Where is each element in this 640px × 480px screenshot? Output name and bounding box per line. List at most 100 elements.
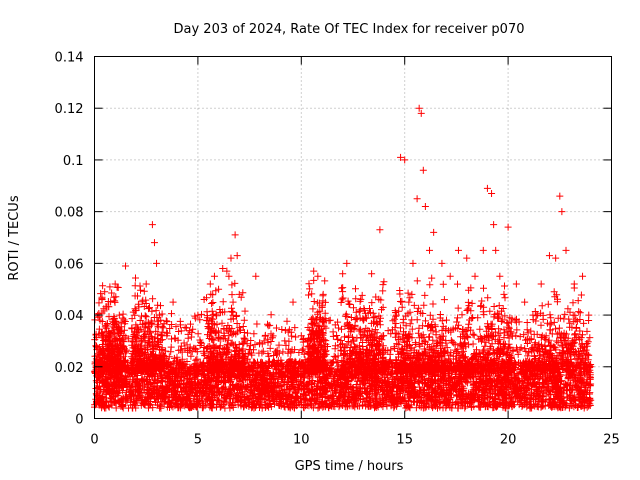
data-point [163, 332, 171, 340]
x-tick-label: 15 [396, 433, 413, 448]
data-point [335, 324, 343, 332]
data-point [413, 195, 421, 203]
data-point [446, 272, 454, 280]
data-point [101, 363, 109, 371]
data-point [107, 352, 115, 360]
chart-title: Day 203 of 2024, Rate Of TEC Index for r… [174, 22, 525, 37]
data-point [421, 202, 429, 210]
background-noise-band [91, 274, 595, 412]
data-point [219, 265, 227, 273]
data-point [419, 166, 427, 174]
x-tick-label: 25 [603, 433, 620, 448]
data-point [401, 156, 409, 164]
data-point [351, 321, 359, 329]
data-point [260, 337, 268, 345]
data-point [409, 259, 417, 267]
data-point [194, 311, 202, 319]
data-point [136, 337, 144, 345]
data-point [430, 228, 438, 236]
data-point [500, 290, 508, 298]
data-point [579, 272, 587, 280]
data-point [306, 342, 314, 350]
data-point [215, 285, 223, 293]
data-point [343, 259, 351, 267]
data-point [562, 246, 570, 254]
x-axis-label: GPS time / hours [295, 459, 404, 474]
data-point [281, 337, 289, 345]
data-point [339, 270, 347, 278]
data-point [545, 252, 553, 260]
data-point [521, 298, 529, 306]
data-point [148, 221, 156, 229]
data-point [186, 327, 194, 335]
data-point [153, 259, 161, 267]
data-point [496, 272, 504, 280]
data-point [297, 332, 305, 340]
data-point [483, 184, 491, 192]
x-tick-label: 10 [293, 433, 310, 448]
data-point [177, 342, 185, 350]
data-point [225, 272, 233, 280]
data-point [169, 298, 177, 306]
data-point [223, 267, 231, 275]
plot-frame [94, 56, 612, 419]
data-point [318, 303, 326, 311]
data-point [244, 329, 252, 337]
noise-markers [91, 306, 595, 412]
data-point [529, 311, 537, 319]
data-point [463, 254, 471, 262]
data-point [227, 254, 235, 262]
data-point [376, 226, 384, 234]
data-point [490, 221, 498, 229]
data-point [397, 153, 405, 161]
data-point [417, 109, 425, 117]
data-point [438, 259, 446, 267]
data-point [111, 280, 119, 288]
data-point [200, 296, 208, 304]
data-point [326, 316, 334, 324]
data-point [570, 280, 578, 288]
data-point [384, 327, 392, 335]
data-point [454, 246, 462, 254]
data-point [415, 104, 423, 112]
data-point [233, 252, 241, 260]
data-point [231, 231, 239, 239]
data-point [488, 190, 496, 198]
data-point [471, 272, 479, 280]
data-point [314, 272, 322, 280]
axis-ticks: 0 0.02 0.04 0.06 0.08 0.1 0.12 0.14 0 5 10 15 20 25 [55, 51, 620, 448]
data-point [504, 223, 512, 231]
data-point [479, 246, 487, 254]
data-point [142, 280, 150, 288]
data-point [512, 280, 520, 288]
data-point [150, 239, 158, 247]
data-point [552, 254, 560, 262]
data-point [372, 293, 380, 301]
data-point [426, 246, 434, 254]
y-tick-label: 0.12 [55, 102, 84, 117]
data-point [359, 316, 367, 324]
data-point [252, 272, 260, 280]
data-point [492, 246, 500, 254]
active-period-markers [95, 274, 593, 376]
data-point [368, 270, 376, 278]
data-points [91, 104, 595, 412]
y-tick-label: 0.1 [63, 154, 84, 169]
x-tick-label: 0 [90, 433, 98, 448]
y-tick-label: 0.14 [55, 51, 84, 66]
data-point [405, 298, 413, 306]
y-tick-label: 0.04 [55, 309, 84, 324]
data-point [128, 324, 136, 332]
data-point [235, 290, 243, 298]
data-point [157, 316, 165, 324]
grid-lines [94, 56, 612, 419]
data-point [206, 280, 214, 288]
y-tick-label: 0.08 [55, 206, 84, 221]
y-tick-label: 0.06 [55, 257, 84, 272]
x-tick-label: 5 [194, 433, 202, 448]
x-tick-label: 20 [500, 433, 517, 448]
data-point [310, 267, 318, 275]
data-point [289, 298, 297, 306]
data-point [556, 192, 564, 200]
